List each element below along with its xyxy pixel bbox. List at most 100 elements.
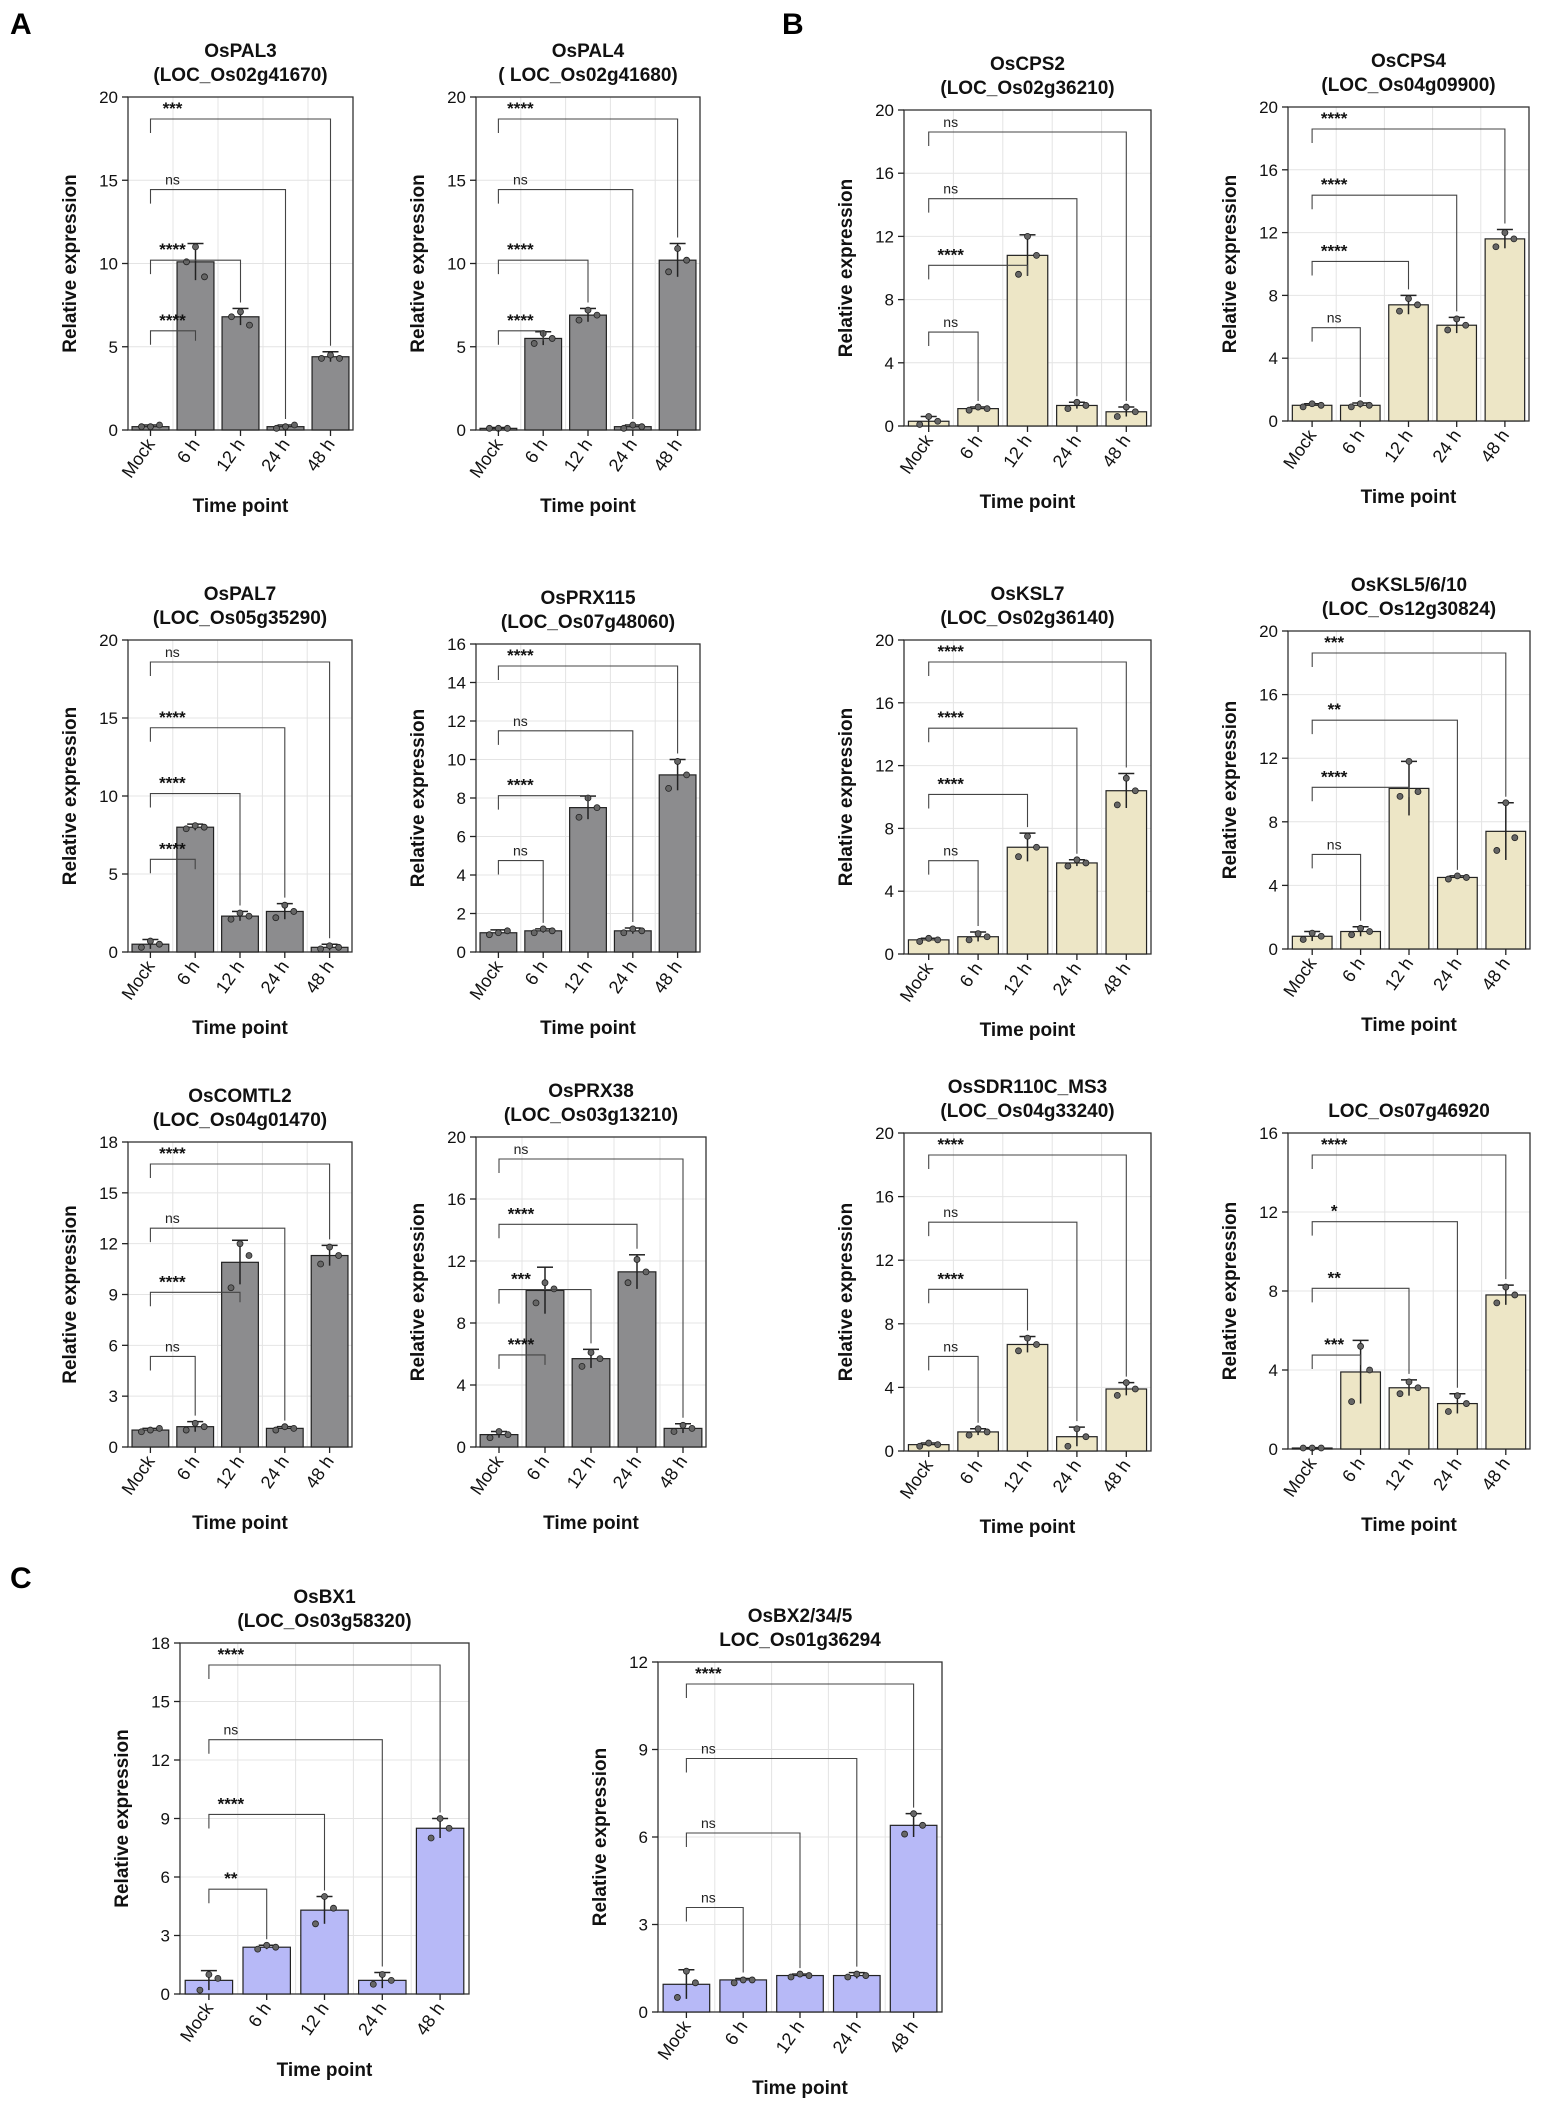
y-tick-label: 12 — [875, 1251, 894, 1270]
x-category-label: Mock — [896, 430, 938, 478]
data-point — [925, 1439, 933, 1447]
significance-bracket — [149, 189, 287, 420]
chart-11: 0 4 8 12 16 20 Mock 6 h 12 h 24 h 48 h ns **** ns ****… — [836, 1077, 1152, 1538]
x-category-label: 12 h — [999, 1456, 1035, 1496]
data-point — [227, 915, 235, 923]
x-category-label: 24 h — [257, 957, 293, 997]
y-tick-label: 15 — [151, 1693, 170, 1712]
significance-bracket — [1311, 1221, 1458, 1388]
significance-bracket — [928, 331, 979, 402]
y-tick-label: 12 — [875, 227, 894, 246]
significance-label: ns — [513, 713, 528, 729]
significance-label: **** — [695, 1664, 722, 1683]
y-tick-label: 16 — [1259, 161, 1278, 180]
chart-title: (LOC_Os04g33240) — [940, 1101, 1114, 1122]
chart-title: OsKSL5/6/10 — [1351, 575, 1467, 596]
significance-label: **** — [1321, 109, 1348, 128]
significance-label: **** — [937, 708, 964, 727]
significance-label: **** — [159, 311, 186, 330]
data-point — [916, 938, 924, 945]
data-point — [548, 335, 556, 342]
data-point — [1299, 936, 1307, 943]
bar-12h — [1006, 1343, 1049, 1452]
x-category-label: 12 h — [999, 959, 1035, 999]
data-point — [683, 1967, 690, 1975]
data-point — [1356, 400, 1364, 408]
y-tick-label: 20 — [875, 1124, 894, 1143]
chart-9: 0 4 8 12 16 20 Mock 6 h 12 h 24 h 48 h ns **** **** **… — [836, 584, 1152, 1041]
data-point — [1033, 1341, 1040, 1348]
data-point — [1317, 1444, 1325, 1452]
data-point — [1317, 401, 1325, 409]
data-point — [1501, 229, 1509, 237]
significance-bracket — [928, 131, 1127, 402]
y-tick-label: 5 — [457, 338, 466, 357]
y-tick-label: 12 — [447, 712, 466, 731]
y-axis-label: Relative expression — [60, 1205, 81, 1383]
x-category-label: 48 h — [412, 1999, 448, 2039]
x-category-label: 6 h — [244, 1999, 275, 2031]
significance-label: ns — [1327, 310, 1342, 326]
significance-bracket — [685, 1683, 915, 1808]
x-axis-label: Time point — [540, 496, 636, 517]
data-point — [1414, 1384, 1422, 1392]
y-tick-label: 16 — [447, 1190, 466, 1209]
bar-12h — [571, 1358, 611, 1448]
significance-bracket — [928, 661, 1127, 768]
significance-bracket — [928, 1288, 1029, 1331]
x-category-label: 24 h — [829, 2017, 865, 2057]
significance-label: **** — [937, 642, 964, 661]
significance-bracket — [928, 198, 1078, 397]
y-tick-label: 5 — [109, 865, 118, 884]
y-tick-label: 9 — [161, 1810, 170, 1829]
y-tick-label: 18 — [99, 1133, 118, 1152]
significance-bracket — [149, 118, 332, 346]
y-tick-label: 20 — [447, 88, 466, 107]
data-point — [638, 423, 646, 431]
bar-12h — [1006, 846, 1049, 955]
y-tick-label: 12 — [875, 757, 894, 776]
data-point — [1405, 757, 1413, 765]
data-point — [1396, 1390, 1404, 1398]
y-tick-label: 4 — [1269, 876, 1278, 895]
significance-label: ns — [165, 644, 180, 660]
data-point — [1462, 321, 1470, 329]
significance-label: *** — [1324, 633, 1344, 652]
significance-label: **** — [937, 245, 964, 264]
x-category-label: 24 h — [1428, 426, 1464, 466]
significance-label: ns — [701, 1890, 716, 1906]
significance-label: ns — [1327, 836, 1342, 852]
y-axis-label: Relative expression — [590, 1748, 611, 1926]
data-point — [291, 421, 298, 429]
x-category-label: Mock — [1279, 425, 1321, 473]
data-point — [387, 1976, 395, 1984]
significance-bracket — [1311, 853, 1362, 921]
x-category-label: Mock — [466, 956, 508, 1004]
data-point — [485, 424, 493, 432]
significance-bracket — [1311, 194, 1458, 312]
data-point — [805, 1972, 813, 1979]
significance-label: ns — [513, 172, 528, 188]
data-point — [503, 927, 511, 935]
data-point — [191, 822, 199, 830]
data-point — [642, 1268, 650, 1276]
x-category-label: 24 h — [257, 435, 293, 475]
data-point — [1299, 1444, 1307, 1452]
significance-label: **** — [937, 774, 964, 793]
data-point — [974, 930, 982, 937]
x-category-label: Mock — [654, 2016, 696, 2064]
significance-bracket — [497, 665, 679, 754]
x-category-label: 24 h — [605, 957, 641, 997]
data-point — [205, 1971, 213, 1978]
y-tick-label: 0 — [109, 1438, 118, 1457]
y-tick-label: 0 — [639, 2003, 648, 2022]
data-point — [934, 936, 942, 944]
data-point — [1348, 1398, 1355, 1405]
data-point — [1396, 307, 1403, 315]
y-tick-label: 0 — [1269, 412, 1278, 431]
data-point — [155, 940, 163, 948]
x-category-label: 24 h — [1049, 959, 1085, 999]
data-point — [787, 1973, 795, 1981]
significance-label: **** — [159, 240, 186, 259]
